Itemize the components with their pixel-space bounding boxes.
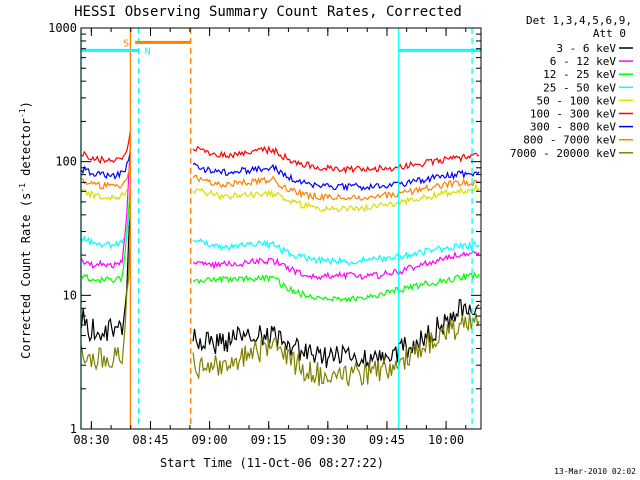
legend-label-6: 300 - 800 keV bbox=[530, 121, 616, 134]
series-layer bbox=[80, 130, 480, 387]
series-line-1-seg-1 bbox=[192, 250, 480, 281]
series-8 bbox=[80, 235, 480, 387]
series-line-3-seg-0 bbox=[80, 207, 131, 250]
series-line-2-seg-1 bbox=[192, 271, 480, 303]
x-tick-label-5: 09:45 bbox=[369, 433, 405, 447]
legend-header-attenuator: Att 0 bbox=[593, 27, 626, 40]
saa-label: S bbox=[123, 38, 129, 49]
series-line-7-seg-0 bbox=[81, 164, 131, 190]
x-tick-label-2: 09:00 bbox=[192, 433, 228, 447]
series-line-2-seg-0 bbox=[80, 182, 131, 285]
series-line-8-seg-1 bbox=[192, 312, 480, 387]
legend-label-0: 3 - 6 keV bbox=[556, 42, 616, 55]
night-label: N bbox=[145, 46, 151, 57]
x-tick-label-3: 09:15 bbox=[251, 433, 287, 447]
series-line-0-seg-0 bbox=[80, 201, 131, 343]
series-6 bbox=[80, 150, 480, 192]
y-tick-label-3: 1000 bbox=[48, 21, 77, 35]
legend-label-4: 50 - 100 keV bbox=[537, 94, 617, 107]
legend-label-7: 800 - 7000 keV bbox=[523, 134, 616, 147]
x-tick-label-0: 08:30 bbox=[73, 433, 109, 447]
series-3 bbox=[80, 207, 480, 266]
y-tick-label-1: 10 bbox=[63, 288, 77, 302]
x-tick-label-6: 10:00 bbox=[428, 433, 464, 447]
series-line-4-seg-1 bbox=[192, 183, 480, 213]
chart-title: HESSI Observing Summary Count Rates, Cor… bbox=[74, 4, 462, 20]
axis-layer: 08:30 08:45 09:00 09:15 09:30 09:45 10:00 1 10 10… bbox=[48, 21, 481, 447]
y-tick-label-2: 100 bbox=[55, 155, 77, 169]
series-7 bbox=[81, 164, 480, 202]
series-line-6-seg-0 bbox=[80, 150, 131, 181]
y-axis-label: Corrected Count Rate (s-1 detector-1) bbox=[18, 101, 33, 359]
legend-label-3: 25 - 50 keV bbox=[543, 81, 616, 94]
series-line-8-seg-0 bbox=[80, 235, 131, 371]
series-line-5-seg-1 bbox=[192, 145, 480, 175]
footer-timestamp: 13-Mar-2010 02:02 bbox=[554, 467, 636, 476]
legend-label-5: 100 - 300 keV bbox=[530, 108, 616, 121]
series-4 bbox=[80, 183, 480, 213]
legend-label-2: 12 - 25 keV bbox=[543, 68, 616, 81]
legend-label-8: 7000 - 20000 keV bbox=[510, 147, 616, 160]
series-1 bbox=[80, 146, 480, 281]
series-line-7-seg-1 bbox=[192, 174, 480, 202]
series-5 bbox=[81, 130, 480, 175]
x-tick-label-1: 08:45 bbox=[132, 433, 168, 447]
x-axis-label: Start Time (11-Oct-06 08:27:22) bbox=[160, 456, 384, 470]
series-line-6-seg-1 bbox=[192, 162, 480, 192]
x-tick-label-4: 09:30 bbox=[310, 433, 346, 447]
legend-label-1: 6 - 12 keV bbox=[550, 55, 617, 68]
legend-header-detectors: Det 1,3,4,5,6,9, bbox=[526, 14, 632, 27]
series-line-1-seg-0 bbox=[80, 146, 131, 269]
series-line-4-seg-0 bbox=[80, 189, 128, 202]
series-line-5-seg-0 bbox=[81, 130, 131, 165]
y-tick-label-0: 1 bbox=[70, 422, 77, 436]
plot-frame bbox=[80, 27, 482, 430]
series-line-3-seg-1 bbox=[192, 238, 480, 266]
series-2 bbox=[80, 182, 480, 303]
